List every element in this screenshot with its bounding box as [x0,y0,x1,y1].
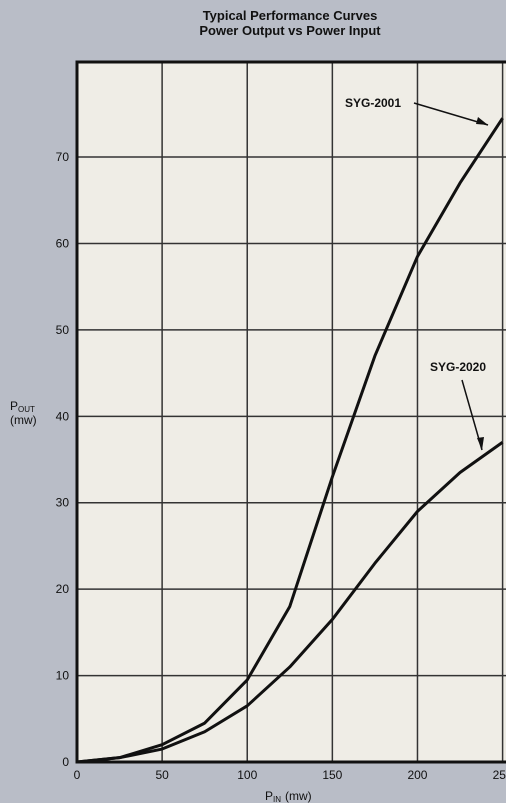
y-axis-subscript: OUT [18,405,35,414]
y-axis-symbol: P [10,399,18,413]
x-tick-label: 50 [155,768,169,782]
chart-title: Power Output vs Power Input [199,23,381,38]
plot-background [77,62,506,762]
x-tick-label: 200 [407,768,427,782]
x-axis-label: PIN (mw) [265,789,312,803]
chart-title: Typical Performance Curves [203,8,378,23]
y-axis-label: POUT [10,399,35,414]
x-axis-subscript: IN [273,795,281,803]
plot-frame [75,60,506,764]
y-tick-label: 20 [56,582,70,596]
x-tick-label: 0 [74,768,81,782]
annotation-arrowhead [476,117,488,125]
y-tick-label: 60 [56,236,70,250]
y-tick-label: 50 [56,323,70,337]
x-axis-symbol: P [265,789,273,803]
series-line [76,117,504,764]
y-axis-unit: (mw) [10,413,37,427]
y-tick-label: 30 [56,496,70,510]
series-line [76,441,504,764]
x-axis-unit: (mw) [285,789,312,803]
annotation-arrowhead [477,437,484,450]
annotation-arrow [413,102,489,126]
y-tick-label: 10 [56,669,70,683]
y-tick-label: 70 [56,150,70,164]
y-tick-label: 0 [62,755,69,769]
x-tick-label: 150 [322,768,342,782]
y-tick-label: 40 [56,409,70,423]
series-annotation: SYG-2001 [345,96,401,110]
x-tick-label: 250 [493,768,506,782]
x-tick-label: 100 [237,768,257,782]
series-annotation: SYG-2020 [430,360,486,374]
